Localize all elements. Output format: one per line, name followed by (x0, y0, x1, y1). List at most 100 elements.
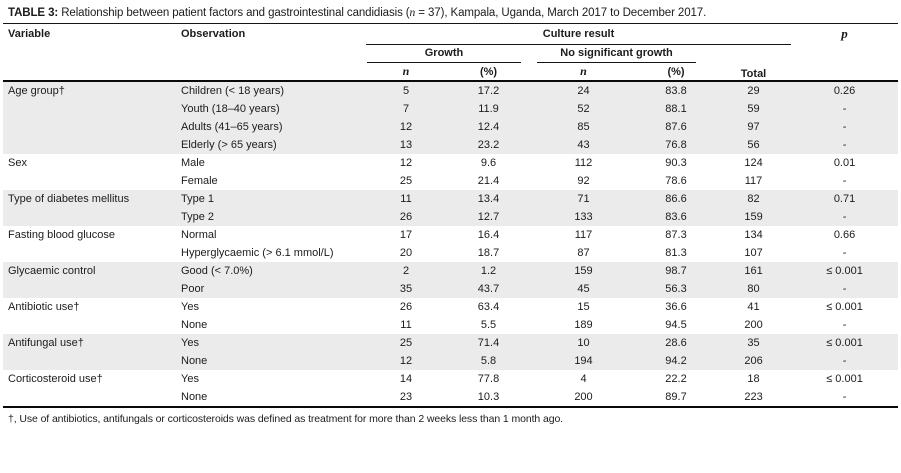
cell-p: ≤ 0.001 (791, 262, 899, 280)
table-row: Sex Male 12 9.6 112 90.3 124 0.01 (3, 154, 898, 172)
cell-growth-pct: 12.4 (446, 118, 531, 136)
cell-p: - (842, 247, 847, 259)
cell-total: 206 (716, 352, 792, 370)
cell-nosig-n: 43 (531, 136, 636, 154)
cell-growth-n: 26 (366, 208, 446, 226)
cell-observation: Male (181, 157, 205, 169)
cell-p: - (791, 136, 899, 154)
cell-total: 18 (747, 373, 760, 385)
cell-variable: Glycaemic control (3, 262, 176, 298)
cell-observation: None (181, 391, 208, 403)
cell-observation: Poor (176, 280, 366, 298)
table-row: None 11 5.5 189 94.5 200 - (3, 316, 898, 334)
cell-observation: Female (181, 175, 218, 187)
cell-nosig-n: 117 (574, 229, 593, 241)
col-header-growth-pct: (%) (479, 65, 498, 78)
cell-growth-pct: 9.6 (480, 157, 497, 169)
cell-variable: Type of diabetes mellitus (3, 190, 176, 226)
cell-nosig-n: 24 (531, 81, 636, 100)
table-row: Glycaemic control Good (< 7.0%) 2 1.2 159 98.… (3, 262, 899, 298)
cell-growth-n: 20 (399, 247, 413, 259)
cell-growth-pct: 12.7 (446, 208, 531, 226)
cell-nosig-pct: 88.1 (636, 100, 716, 118)
cell-p: 0.01 (833, 157, 856, 169)
cell-growth-pct: 10.3 (477, 391, 500, 403)
table-row: Type of diabetes mellitus Type 1 11 13.4 71 8… (3, 190, 899, 226)
cell-nosig-pct: 89.7 (665, 391, 687, 403)
table-row: Adults (41–65 years) 12 12.4 85 87.6 97- (3, 118, 899, 136)
cell-nosig-pct: 90.3 (665, 157, 687, 169)
cell-growth-pct: 13.4 (446, 190, 531, 208)
cell-nosig-n: 85 (531, 118, 636, 136)
col-header-nosig-n: n (580, 64, 587, 78)
cell-growth-pct: 5.5 (480, 319, 497, 331)
n-variable-symbol: n (409, 7, 416, 19)
cell-total: 35 (716, 334, 792, 352)
cell-p: - (791, 100, 899, 118)
cell-nosig-n: 194 (531, 352, 636, 370)
group-header-no-significant-growth: No significant growth (537, 47, 696, 63)
cell-nosig-pct: 78.6 (665, 175, 687, 187)
cell-total: 161 (716, 262, 792, 280)
cell-observation: Yes (176, 334, 366, 352)
cell-p: 0.71 (791, 190, 899, 208)
table-row: Female 25 21.4 92 78.6 117 - (3, 172, 898, 190)
cell-growth-n: 14 (399, 373, 413, 385)
cell-nosig-pct: 94.5 (665, 319, 687, 331)
group-header-growth-cell: Growth (366, 44, 531, 63)
cell-nosig-n: 200 (574, 391, 593, 403)
cell-total: 56 (716, 136, 792, 154)
cell-growth-n: 25 (366, 334, 446, 352)
col-header-total: Total (740, 68, 767, 80)
cell-growth-n: 12 (399, 157, 413, 169)
cell-growth-n: 11 (400, 319, 412, 331)
table-row: Youth (18–40 years) 7 11.9 52 88.1 59- (3, 100, 899, 118)
cell-growth-n: 25 (399, 175, 413, 187)
table-body: Age group† Children (< 18 years) 5 17.2 24 83… (3, 81, 899, 407)
cell-growth-pct: 17.2 (446, 81, 531, 100)
cell-growth-pct: 21.4 (477, 175, 500, 187)
cell-observation: None (176, 352, 366, 370)
cell-total: 200 (744, 319, 763, 331)
table-row: Elderly (> 65 years) 13 23.2 43 76.8 56- (3, 136, 899, 154)
cell-growth-pct: 71.4 (446, 334, 531, 352)
cell-nosig-pct: 83.8 (636, 81, 716, 100)
cell-observation: Adults (41–65 years) (176, 118, 366, 136)
cell-nosig-pct: 94.2 (636, 352, 716, 370)
cell-growth-n: 11 (366, 190, 446, 208)
cell-total: 223 (744, 391, 763, 403)
cell-growth-n: 13 (366, 136, 446, 154)
cell-nosig-n: 112 (574, 157, 593, 169)
cell-total: 82 (716, 190, 792, 208)
cell-growth-n: 26 (399, 301, 413, 313)
p-variable-symbol: p (841, 26, 848, 41)
table-caption-text-end: = 37), Kampala, Uganda, March 2017 to De… (415, 7, 707, 19)
cell-nosig-n: 45 (531, 280, 636, 298)
cell-growth-n: 7 (366, 100, 446, 118)
cell-growth-pct: 5.8 (446, 352, 531, 370)
cell-observation: None (181, 319, 208, 331)
cell-nosig-pct: 83.6 (636, 208, 716, 226)
cell-growth-n: 12 (366, 118, 446, 136)
cell-observation: Type 1 (176, 190, 366, 208)
cell-total: 41 (747, 301, 760, 313)
cell-nosig-n: 159 (531, 262, 636, 280)
group-header-nosig-cell: No significant growth (531, 44, 716, 63)
cell-nosig-pct: 81.3 (665, 247, 687, 259)
header-row-measures: n (%) n (%) (3, 63, 898, 81)
cell-p: 0.66 (833, 229, 856, 241)
cell-total: 117 (744, 175, 763, 187)
cell-nosig-pct: 86.6 (636, 190, 716, 208)
table-row: Fasting blood glucose Normal 17 16.4 117 87.3… (3, 226, 898, 244)
cell-nosig-pct: 98.7 (636, 262, 716, 280)
cell-nosig-n: 15 (577, 301, 590, 313)
col-header-growth-n: n (402, 64, 410, 78)
cell-nosig-n: 52 (531, 100, 636, 118)
cell-p: ≤ 0.001 (826, 373, 863, 385)
cell-p: - (842, 319, 847, 331)
cell-nosig-pct: 87.3 (665, 229, 687, 241)
cell-observation: Hyperglycaemic (> 6.1 mmol/L) (181, 247, 334, 259)
cell-nosig-n: 133 (531, 208, 636, 226)
cell-nosig-pct: 76.8 (636, 136, 716, 154)
